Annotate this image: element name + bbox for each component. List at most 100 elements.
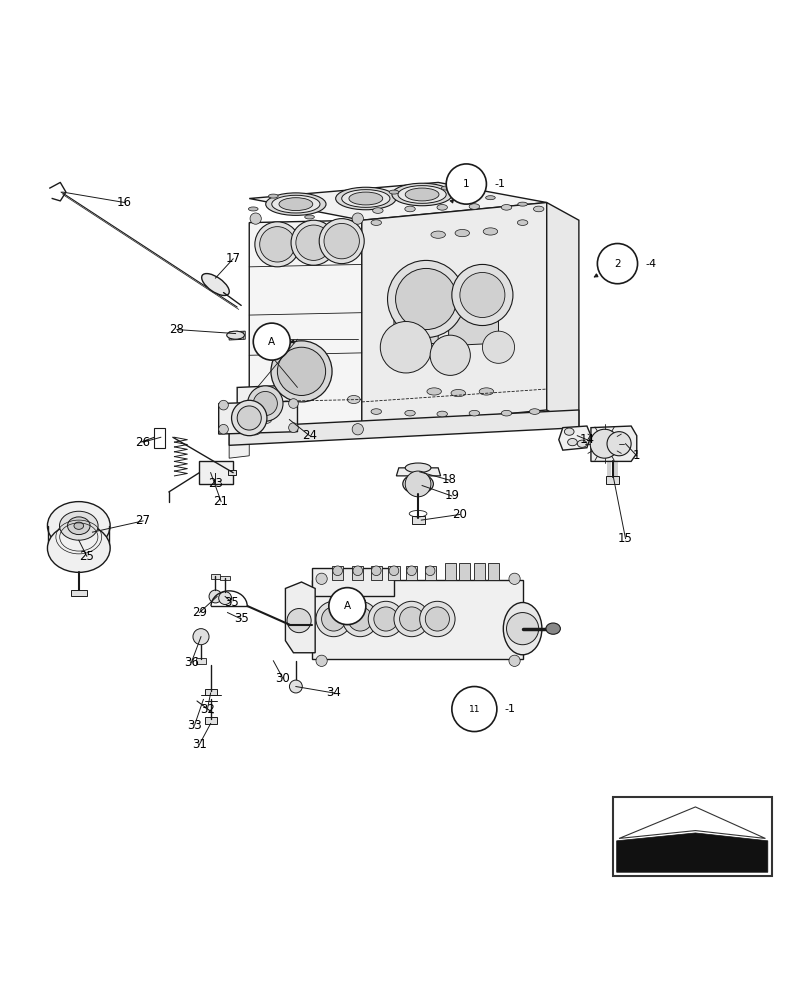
Text: 27: 27 [136, 514, 150, 527]
Ellipse shape [437, 411, 447, 417]
Ellipse shape [501, 410, 511, 416]
Circle shape [253, 391, 277, 416]
Polygon shape [285, 582, 315, 653]
Polygon shape [370, 566, 381, 580]
Ellipse shape [454, 229, 469, 237]
Text: 32: 32 [200, 703, 214, 716]
Polygon shape [205, 717, 217, 724]
Text: 36: 36 [184, 656, 198, 669]
Polygon shape [249, 220, 361, 430]
Ellipse shape [517, 202, 527, 206]
Polygon shape [487, 563, 499, 580]
Circle shape [373, 607, 397, 631]
Polygon shape [612, 797, 771, 876]
Circle shape [291, 220, 336, 265]
Ellipse shape [483, 228, 497, 235]
Polygon shape [332, 566, 343, 580]
Circle shape [459, 272, 504, 317]
Text: 16: 16 [117, 196, 132, 209]
Polygon shape [406, 566, 417, 580]
Circle shape [387, 260, 464, 338]
Circle shape [589, 429, 618, 458]
Ellipse shape [426, 388, 441, 395]
Polygon shape [546, 203, 578, 428]
Ellipse shape [389, 190, 398, 194]
Circle shape [399, 607, 423, 631]
Ellipse shape [259, 416, 271, 424]
Text: 17: 17 [226, 252, 240, 265]
Circle shape [250, 213, 261, 224]
Polygon shape [411, 516, 424, 524]
Polygon shape [249, 182, 546, 220]
Circle shape [389, 566, 398, 576]
Text: 35: 35 [234, 612, 248, 625]
Circle shape [218, 592, 231, 605]
Polygon shape [424, 566, 435, 580]
Ellipse shape [226, 331, 244, 339]
Circle shape [316, 573, 327, 584]
Ellipse shape [469, 204, 479, 209]
Circle shape [482, 331, 514, 363]
Polygon shape [352, 566, 363, 580]
Circle shape [209, 590, 222, 603]
Polygon shape [229, 410, 578, 445]
Circle shape [193, 629, 209, 645]
Ellipse shape [74, 522, 84, 529]
Circle shape [288, 423, 298, 432]
Polygon shape [220, 576, 230, 580]
Ellipse shape [503, 603, 541, 655]
Circle shape [425, 607, 449, 631]
Polygon shape [605, 476, 618, 484]
Text: A: A [268, 337, 275, 347]
Circle shape [288, 399, 298, 408]
Circle shape [250, 424, 261, 435]
Circle shape [237, 406, 261, 430]
Circle shape [352, 424, 363, 435]
Circle shape [419, 601, 454, 637]
Polygon shape [229, 428, 249, 458]
Polygon shape [448, 310, 498, 346]
Circle shape [296, 225, 331, 260]
Circle shape [253, 323, 290, 360]
Ellipse shape [47, 502, 110, 550]
Ellipse shape [529, 409, 540, 414]
Circle shape [508, 655, 520, 666]
Ellipse shape [437, 205, 447, 210]
Polygon shape [393, 313, 438, 346]
Ellipse shape [341, 190, 389, 207]
Text: 11: 11 [468, 705, 479, 714]
Circle shape [342, 601, 377, 637]
Polygon shape [218, 401, 297, 434]
Circle shape [289, 680, 302, 693]
Polygon shape [228, 470, 236, 475]
Circle shape [321, 607, 345, 631]
Circle shape [319, 219, 364, 264]
Text: 1: 1 [632, 449, 640, 462]
Ellipse shape [47, 524, 110, 572]
Ellipse shape [265, 193, 326, 215]
Ellipse shape [397, 186, 446, 203]
Text: 34: 34 [326, 686, 340, 699]
Ellipse shape [373, 208, 382, 213]
Text: -1: -1 [494, 179, 505, 189]
Ellipse shape [304, 215, 314, 219]
Ellipse shape [371, 409, 381, 414]
Circle shape [348, 607, 372, 631]
Ellipse shape [371, 220, 381, 225]
Circle shape [405, 471, 430, 497]
Ellipse shape [392, 183, 451, 206]
Circle shape [597, 244, 637, 284]
Circle shape [506, 613, 538, 645]
Polygon shape [237, 385, 293, 426]
Ellipse shape [405, 410, 415, 416]
Text: 31: 31 [192, 738, 206, 751]
Polygon shape [590, 426, 636, 461]
Ellipse shape [271, 195, 320, 213]
Text: 24: 24 [302, 429, 316, 442]
Circle shape [231, 400, 267, 436]
Ellipse shape [259, 391, 271, 399]
Ellipse shape [517, 220, 527, 225]
Text: 30: 30 [275, 672, 290, 685]
Ellipse shape [441, 186, 450, 190]
Circle shape [255, 222, 300, 267]
